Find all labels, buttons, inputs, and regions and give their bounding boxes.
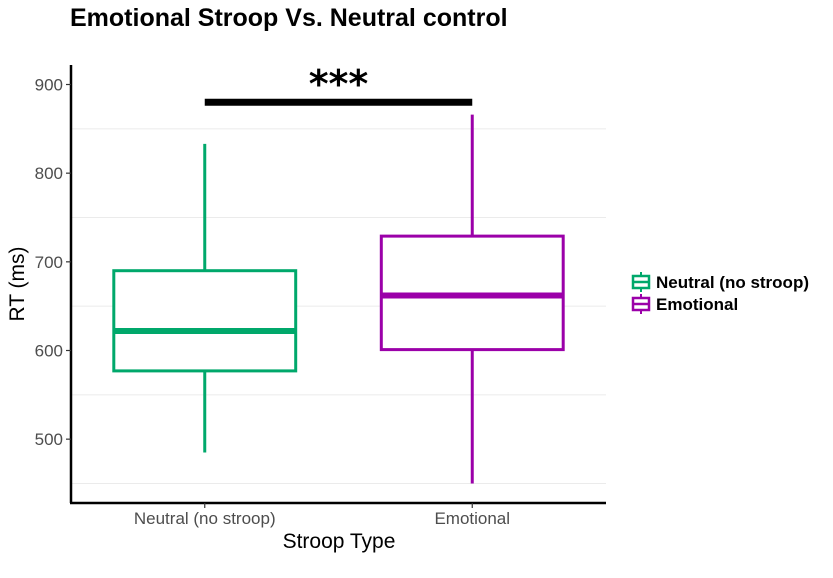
x-axis-title: Stroop Type <box>283 530 396 553</box>
y-tick-label: 900 <box>35 76 63 95</box>
box-2 <box>379 114 565 484</box>
y-tick-label: 700 <box>35 253 63 272</box>
y-axis-title: RT (ms) <box>6 246 29 321</box>
boxes <box>112 114 565 484</box>
box-body <box>112 269 298 373</box>
x-tick-label: Emotional <box>434 509 510 528</box>
y-tick-label: 800 <box>35 164 63 183</box>
y-tick-label: 600 <box>35 341 63 360</box>
legend-label: Neutral (no stroop) <box>656 273 809 292</box>
legend-item: Neutral (no stroop) <box>631 272 809 292</box>
legend-item: Emotional <box>631 294 738 314</box>
chart-title: Emotional Stroop Vs. Neutral control <box>70 4 508 32</box>
axes: 500 600 700 800 900 Neutral (no stroop) Emotio… <box>35 65 606 528</box>
y-tick-label: 500 <box>35 430 63 449</box>
significance-stars: *** <box>309 62 369 106</box>
legend: Neutral (no stroop) Emotional <box>631 272 809 314</box>
significance-annotation: *** <box>204 62 473 106</box>
box-1 <box>112 143 298 453</box>
legend-label: Emotional <box>656 295 738 314</box>
x-tick-label: Neutral (no stroop) <box>134 509 276 528</box>
